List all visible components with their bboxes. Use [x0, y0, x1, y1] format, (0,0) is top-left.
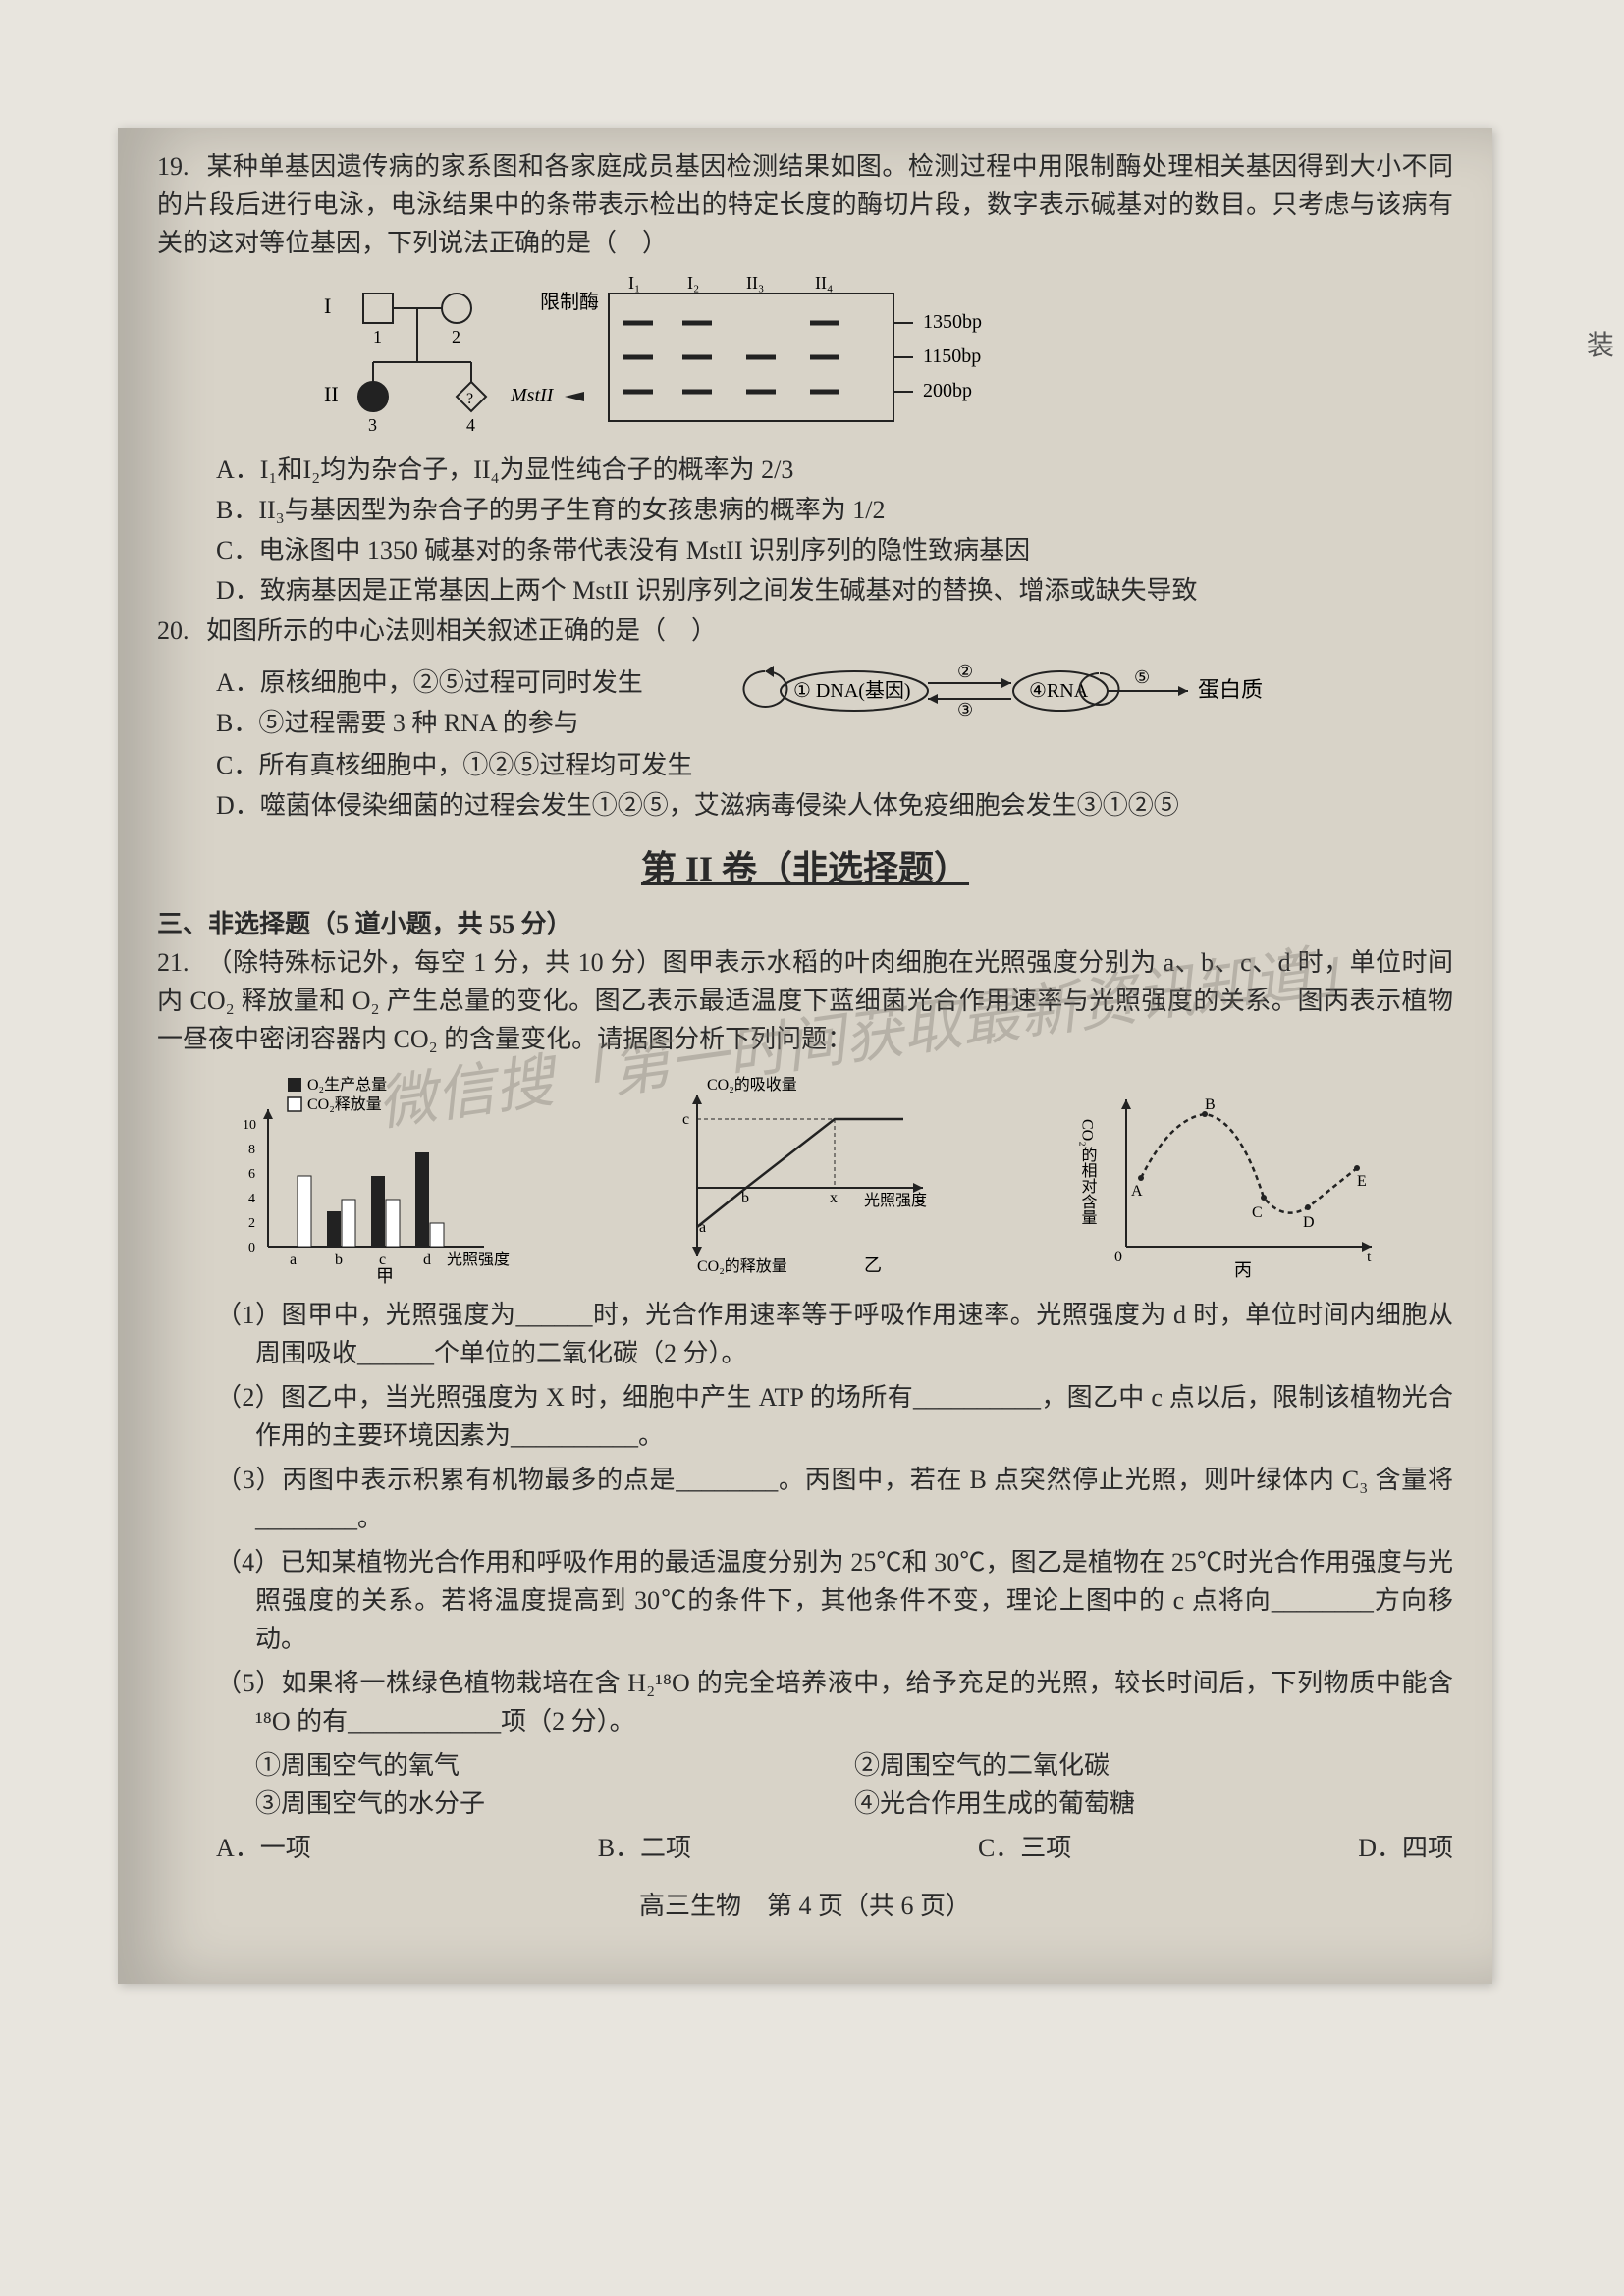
question-20: 20.如图所示的中心法则相关叙述正确的是（ ）	[157, 612, 1453, 650]
gen1-label: I	[324, 294, 331, 318]
svg-text:6: 6	[248, 1167, 255, 1182]
svg-text:C: C	[1252, 1204, 1263, 1221]
item-3: ③周围空气的水分子	[255, 1785, 854, 1823]
q19-number: 19.	[157, 147, 206, 186]
item-2: ②周围空气的二氧化碳	[854, 1746, 1453, 1785]
q21-number: 21.	[157, 943, 206, 982]
svg-text:8: 8	[248, 1143, 255, 1157]
svg-text:乙: 乙	[864, 1255, 882, 1275]
svg-text:d: d	[423, 1252, 431, 1268]
svg-text:?: ?	[466, 391, 473, 407]
svg-text:CO₂的吸收量: CO₂的吸收量	[707, 1076, 797, 1094]
svg-text:II: II	[324, 382, 339, 406]
svg-text:光照强度: 光照强度	[864, 1192, 927, 1209]
svg-text:2: 2	[248, 1216, 255, 1231]
opt-b: B．二项	[598, 1829, 691, 1867]
svg-text:0: 0	[1114, 1249, 1122, 1265]
q19-option-c: C．电泳图中 1350 碱基对的条带代表没有 MstII 识别序列的隐性致病基因	[157, 531, 1453, 569]
svg-text:③: ③	[957, 700, 973, 720]
svg-text:b: b	[741, 1190, 749, 1206]
svg-text:⑤: ⑤	[1134, 667, 1150, 687]
q21-sub2: （2）图乙中，当光照强度为 X 时，细胞中产生 ATP 的场所有________…	[216, 1378, 1453, 1455]
svg-text:②: ②	[957, 662, 973, 681]
svg-text:c: c	[682, 1111, 689, 1128]
svg-text:CO₂的相对含量: CO₂的相对含量	[1078, 1119, 1097, 1225]
svg-text:a: a	[290, 1252, 297, 1268]
svg-text:丙: 丙	[1234, 1260, 1252, 1280]
svg-text:0: 0	[248, 1241, 255, 1255]
q19-option-a: A．I₁和I₂均为杂合子，II₄为显性纯合子的概率为 2/3	[157, 451, 1453, 489]
enzyme-label: 限制酶	[540, 291, 599, 313]
svg-text:I₂: I₂	[687, 274, 699, 293]
part-3-heading: 三、非选择题（5 道小题，共 55 分）	[157, 905, 1453, 943]
svg-text:3: 3	[368, 415, 377, 435]
svg-text:蛋白质: 蛋白质	[1198, 677, 1263, 702]
q19-stem: 某种单基因遗传病的家系图和各家庭成员基因检测结果如图。检测过程中用限制酶处理相关…	[157, 152, 1453, 257]
exam-page: 微信搜「第一时间获取最新资讯知道」 19.某种单基因遗传病的家系图和各家庭成员基…	[118, 128, 1492, 1984]
q20-option-d: D．噬菌体侵染细菌的过程会发生①②⑤，艾滋病毒侵染人体免疫细胞会发生③①②⑤	[157, 786, 1453, 825]
svg-text:t: t	[1367, 1249, 1372, 1265]
svg-text:x: x	[830, 1190, 838, 1206]
opt-d: D．四项	[1358, 1829, 1453, 1867]
svg-text:CO₂的释放量: CO₂的释放量	[697, 1257, 787, 1275]
svg-text:4: 4	[248, 1192, 255, 1206]
svg-text:2: 2	[452, 327, 460, 347]
svg-text:10: 10	[243, 1118, 256, 1133]
svg-text:1350bp: 1350bp	[923, 311, 982, 333]
q20-stem: 如图所示的中心法则相关叙述正确的是（ ）	[206, 616, 717, 645]
opt-c: C．三项	[978, 1829, 1071, 1867]
svg-text:1150bp: 1150bp	[923, 346, 981, 367]
q20-option-b: B．⑤过程需要 3 种 RNA 的参与	[157, 704, 707, 742]
svg-text:200bp: 200bp	[923, 380, 972, 401]
svg-text:甲: 甲	[376, 1266, 394, 1286]
q20-number: 20.	[157, 612, 206, 650]
svg-text:4: 4	[466, 415, 475, 435]
svg-text:II₃: II₃	[746, 274, 764, 293]
q21-charts: O₂生产总量 CO₂释放量 0 2 4 6 8 10 a	[157, 1070, 1453, 1286]
q21-stem: （除特殊标记外，每空 1 分，共 10 分）图甲表示水稻的叶肉细胞在光照强度分别…	[157, 948, 1453, 1053]
q21-sub5-options: A．一项 B．二项 C．三项 D．四项	[157, 1829, 1453, 1867]
svg-text:CO₂释放量: CO₂释放量	[307, 1095, 382, 1113]
page-footer: 高三生物 第 4 页（共 6 页）	[157, 1887, 1453, 1925]
svg-text:E: E	[1357, 1173, 1367, 1190]
q20-option-c: C．所有真核细胞中，①②⑤过程均可发生	[157, 746, 1453, 784]
svg-text:MstII: MstII	[510, 385, 555, 406]
item-4: ④光合作用生成的葡萄糖	[854, 1785, 1453, 1823]
svg-text:a: a	[699, 1219, 706, 1236]
svg-text:O₂生产总量: O₂生产总量	[307, 1076, 387, 1094]
chart-jia: O₂生产总量 CO₂释放量 0 2 4 6 8 10 a	[219, 1070, 514, 1286]
binding-mark: 装	[1587, 324, 1614, 363]
q19-option-b: B．II₃与基因型为杂合子的男子生育的女孩患病的概率为 1/2	[157, 491, 1453, 529]
q21-sub4: （4）已知某植物光合作用和呼吸作用的最适温度分别为 25℃和 30℃，图乙是植物…	[216, 1543, 1453, 1658]
q21-sub5: （5）如果将一株绿色植物栽培在含 H₂¹⁸O 的完全培养液中，给予充足的光照，较…	[216, 1664, 1453, 1740]
q21-sub1: （1）图甲中，光照强度为______时，光合作用速率等于呼吸作用速率。光照强度为…	[216, 1296, 1453, 1372]
section-2-title: 第 II 卷（非选择题）	[157, 842, 1453, 895]
opt-a: A．一项	[216, 1829, 311, 1867]
q19-option-d: D．致病基因是正常基因上两个 MstII 识别序列之间发生碱基对的替换、增添或缺…	[157, 571, 1453, 610]
svg-text:b: b	[335, 1252, 343, 1268]
q20-option-a: A．原核细胞中，②⑤过程可同时发生	[157, 664, 707, 702]
q21-sub3: （3）丙图中表示积累有机物最多的点是________。丙图中，若在 B 点突然停…	[216, 1461, 1453, 1537]
q21-sub5-items: ①周围空气的氧气 ②周围空气的二氧化碳	[157, 1746, 1453, 1785]
svg-text:B: B	[1205, 1096, 1216, 1113]
question-19: 19.某种单基因遗传病的家系图和各家庭成员基因检测结果如图。检测过程中用限制酶处…	[157, 147, 1453, 262]
svg-text:光照强度: 光照强度	[447, 1251, 510, 1268]
central-dogma-diagram: ① DNA(基因) ② ③ ④RNA ⑤ 蛋白质	[727, 662, 1316, 731]
svg-text:D: D	[1303, 1214, 1315, 1231]
svg-text:II₄: II₄	[815, 274, 833, 293]
svg-text:A: A	[1131, 1183, 1143, 1200]
svg-text:I₁: I₁	[628, 274, 640, 293]
item-1: ①周围空气的氧气	[255, 1746, 854, 1785]
svg-text:1: 1	[373, 327, 382, 347]
chart-bing: CO₂的相对含量 0 A B C D E t 丙	[1077, 1070, 1391, 1286]
svg-text:① DNA(基因): ① DNA(基因)	[793, 679, 911, 702]
pedigree-gel-diagram: I 1 2 II 3 ? 4 限制酶 MstII I₁ I₂	[314, 274, 1100, 441]
q21-sub5-items-2: ③周围空气的水分子 ④光合作用生成的葡萄糖	[157, 1785, 1453, 1823]
question-21: 21.（除特殊标记外，每空 1 分，共 10 分）图甲表示水稻的叶肉细胞在光照强…	[157, 943, 1453, 1058]
chart-yi: CO₂的吸收量 c a b x 光照强度 CO₂的释放量 乙	[638, 1070, 952, 1286]
